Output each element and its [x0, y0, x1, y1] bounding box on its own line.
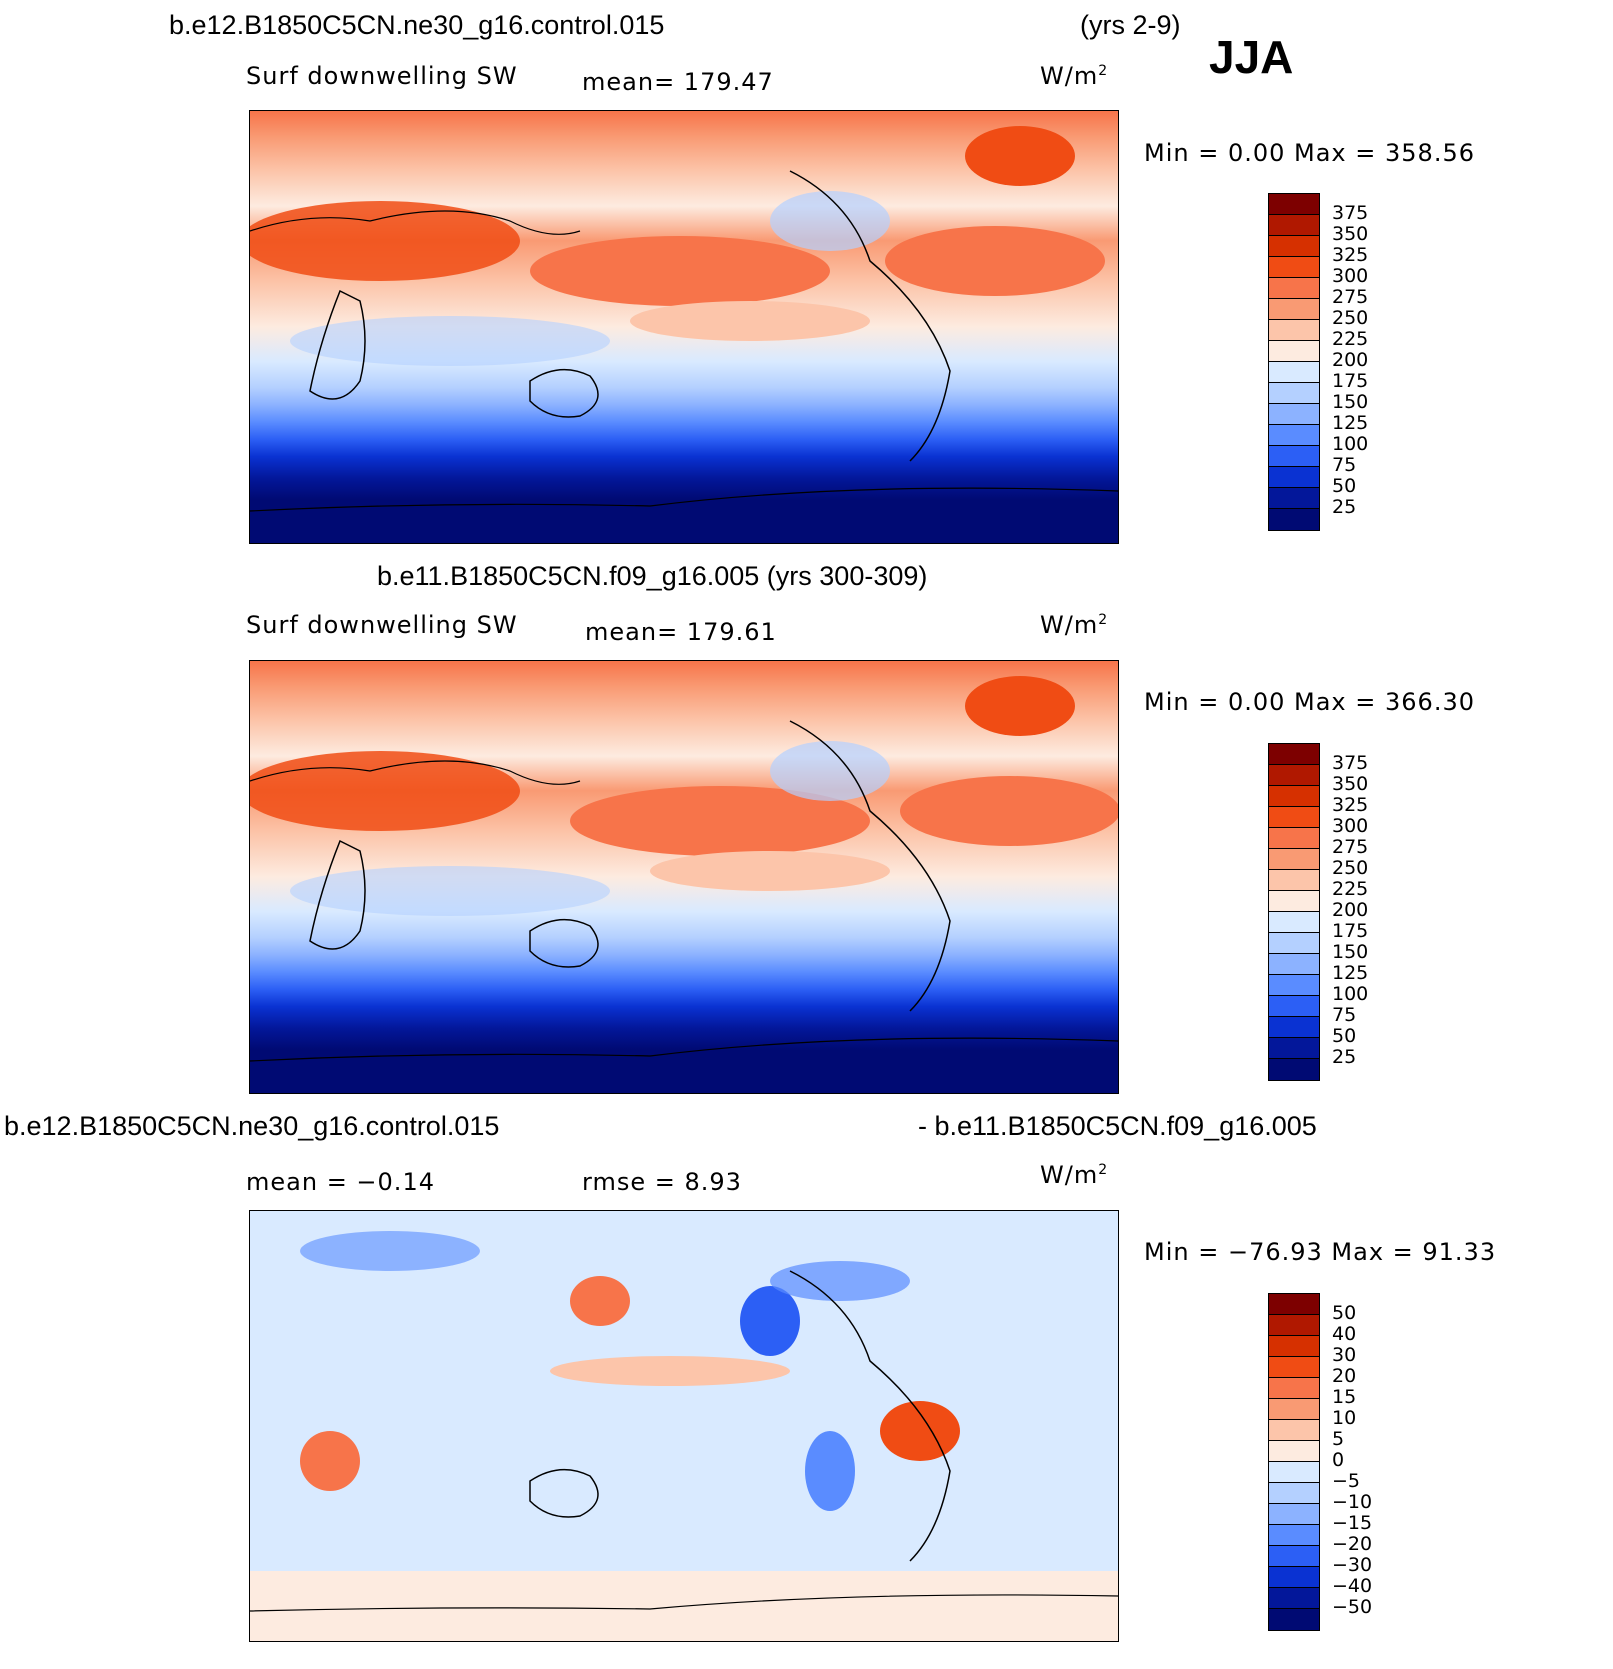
colorbar-tick-label: 25 — [1332, 1046, 1357, 1068]
colorbar-tick-label: 300 — [1332, 815, 1369, 837]
colorbar-tick-label: 100 — [1332, 433, 1369, 455]
colorbar-tick-label: 25 — [1332, 496, 1357, 518]
colorbar-tick-label: 200 — [1332, 349, 1369, 371]
panel2-mean: mean= 179.61 — [585, 618, 777, 646]
panel3-colorbar — [1268, 1293, 1320, 1631]
panel1-var-label: Surf downwelling SW — [246, 62, 518, 90]
season-label: JJA — [1209, 31, 1294, 83]
colorbar-tick-label: 350 — [1332, 773, 1369, 795]
colorbar-tick-label: 250 — [1332, 857, 1369, 879]
colorbar-tick-label: −10 — [1332, 1491, 1373, 1513]
colorbar-tick-label: 325 — [1332, 244, 1369, 266]
colorbar-tick-label: 15 — [1332, 1386, 1357, 1408]
colorbar-tick-label: 175 — [1332, 920, 1369, 942]
case1-title: b.e12.B1850C5CN.ne30_g16.control.015 — [169, 10, 665, 40]
colorbar-tick-label: 100 — [1332, 983, 1369, 1005]
panel1-map — [249, 110, 1119, 544]
colorbar-tick-label: 275 — [1332, 286, 1369, 308]
colorbar-tick-label: 375 — [1332, 202, 1369, 224]
panel3-rmse: rmse = 8.93 — [582, 1168, 742, 1196]
colorbar-tick-label: 40 — [1332, 1323, 1357, 1345]
colorbar-tick-label: −50 — [1332, 1596, 1373, 1618]
colorbar-tick-label: 125 — [1332, 412, 1369, 434]
colorbar-tick-label: 75 — [1332, 454, 1357, 476]
colorbar-tick-label: −20 — [1332, 1533, 1373, 1555]
colorbar-tick-label: 175 — [1332, 370, 1369, 392]
panel1-minmax: Min = 0.00 Max = 358.56 — [1144, 139, 1475, 167]
colorbar-tick-label: −5 — [1332, 1470, 1361, 1492]
colorbar-tick-label: 20 — [1332, 1365, 1357, 1387]
colorbar-tick-label: −30 — [1332, 1554, 1373, 1576]
case2-title: b.e11.B1850C5CN.f09_g16.005 (yrs 300-309… — [377, 561, 928, 591]
colorbar-tick-label: 10 — [1332, 1407, 1357, 1429]
colorbar-tick-label: 150 — [1332, 941, 1369, 963]
colorbar-tick-label: 50 — [1332, 1302, 1357, 1324]
panel2-units: W/m2 — [1040, 611, 1109, 639]
panel1-units: W/m2 — [1040, 62, 1109, 90]
diff-left-title: b.e12.B1850C5CN.ne30_g16.control.015 — [4, 1111, 500, 1141]
colorbar-tick-label: 0 — [1332, 1449, 1345, 1471]
colorbar-tick-label: 50 — [1332, 1025, 1357, 1047]
colorbar-tick-label: 300 — [1332, 265, 1369, 287]
colorbar-tick-label: 50 — [1332, 475, 1357, 497]
colorbar-tick-label: 150 — [1332, 391, 1369, 413]
colorbar-tick-label: 75 — [1332, 1004, 1357, 1026]
colorbar-tick-label: 200 — [1332, 899, 1369, 921]
colorbar-tick-label: 225 — [1332, 328, 1369, 350]
colorbar-tick-label: −40 — [1332, 1575, 1373, 1597]
colorbar-tick-label: 375 — [1332, 752, 1369, 774]
panel3-map — [249, 1210, 1119, 1642]
colorbar-tick-label: 325 — [1332, 794, 1369, 816]
panel1-colorbar — [1268, 193, 1320, 531]
colorbar-tick-label: 275 — [1332, 836, 1369, 858]
colorbar-tick-label: 225 — [1332, 878, 1369, 900]
colorbar-tick-label: 5 — [1332, 1428, 1345, 1450]
panel2-colorbar — [1268, 743, 1320, 1081]
panel3-minmax: Min = −76.93 Max = 91.33 — [1144, 1238, 1497, 1266]
colorbar-tick-label: −15 — [1332, 1512, 1373, 1534]
colorbar-tick-label: 125 — [1332, 962, 1369, 984]
panel3-units: W/m2 — [1040, 1161, 1109, 1189]
years1-label: (yrs 2-9) — [1080, 10, 1181, 40]
panel2-var-label: Surf downwelling SW — [246, 611, 518, 639]
colorbar-tick-label: 30 — [1332, 1344, 1357, 1366]
colorbar-tick-label: 350 — [1332, 223, 1369, 245]
colorbar-tick-label: 250 — [1332, 307, 1369, 329]
panel2-minmax: Min = 0.00 Max = 366.30 — [1144, 688, 1475, 716]
diff-right-title: - b.e11.B1850C5CN.f09_g16.005 — [918, 1111, 1317, 1141]
panel3-mean: mean = −0.14 — [246, 1168, 435, 1196]
panel1-mean: mean= 179.47 — [582, 68, 774, 96]
panel2-map — [249, 660, 1119, 1094]
